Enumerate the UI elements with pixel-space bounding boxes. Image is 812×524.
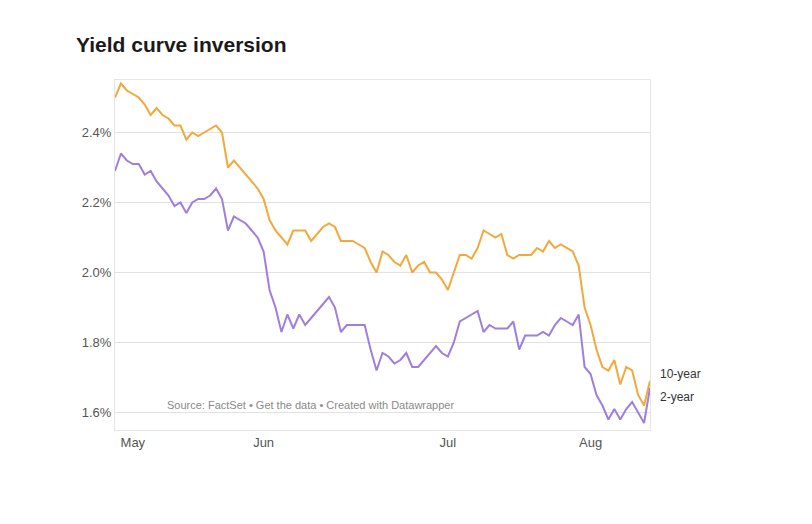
svg-text:May: May <box>121 435 146 450</box>
svg-text:10-year: 10-year <box>660 367 701 381</box>
svg-text:1.8%: 1.8% <box>82 335 112 350</box>
svg-text:2.0%: 2.0% <box>82 265 112 280</box>
svg-text:1.6%: 1.6% <box>82 405 112 420</box>
svg-text:Aug: Aug <box>579 435 602 450</box>
svg-text:2.2%: 2.2% <box>82 195 112 210</box>
svg-text:2-year: 2-year <box>660 390 694 404</box>
svg-text:Source: FactSet • Get the data: Source: FactSet • Get the data • Created… <box>167 399 454 411</box>
svg-text:2.4%: 2.4% <box>82 125 112 140</box>
svg-text:Yield curve inversion: Yield curve inversion <box>76 33 286 56</box>
svg-text:Jun: Jun <box>253 435 274 450</box>
svg-text:Jul: Jul <box>440 435 457 450</box>
